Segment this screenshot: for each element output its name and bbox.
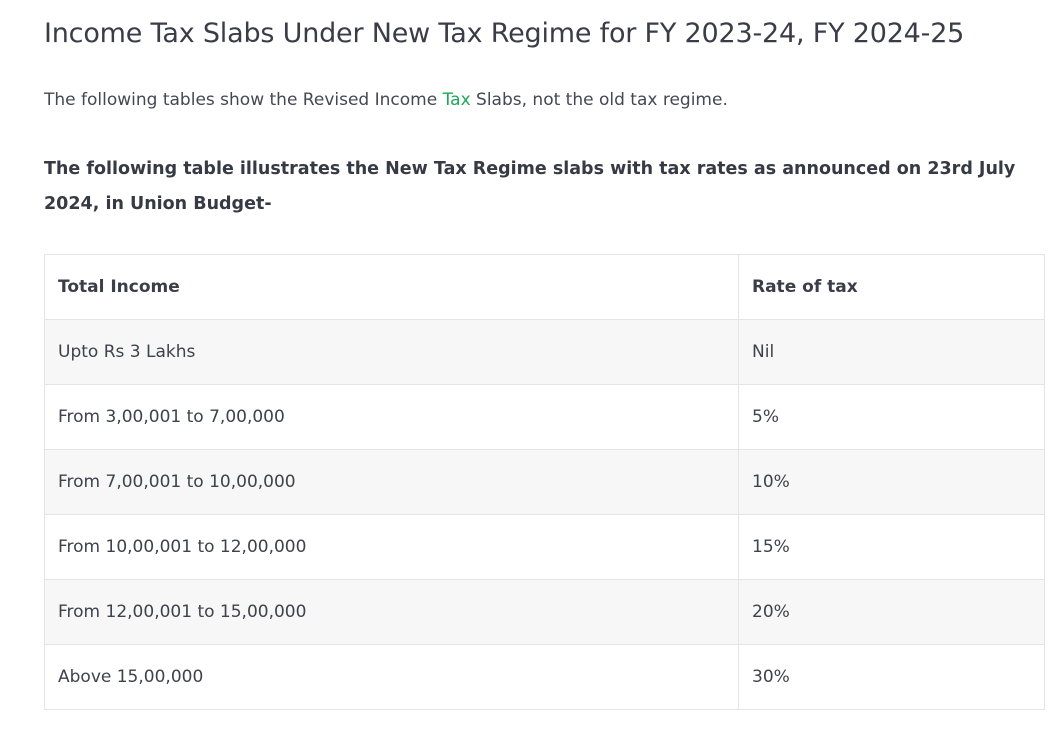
- income-cell: From 10,00,001 to 12,00,000: [44, 514, 739, 580]
- tax-slab-table: Total Income Rate of tax Upto Rs 3 Lakhs…: [44, 254, 1045, 710]
- header-rate-of-tax: Rate of tax: [738, 254, 1045, 320]
- rate-cell: 10%: [738, 449, 1045, 515]
- intro-paragraph: The following tables show the Revised In…: [44, 90, 728, 110]
- rate-cell: 5%: [738, 384, 1045, 450]
- table-header-row: Total Income Rate of tax: [44, 254, 1045, 320]
- table-row: From 7,00,001 to 10,00,000 10%: [44, 449, 1045, 515]
- income-cell: From 7,00,001 to 10,00,000: [44, 449, 739, 515]
- intro-text-after: Slabs, not the old tax regime.: [470, 90, 728, 110]
- income-cell: From 3,00,001 to 7,00,000: [44, 384, 739, 450]
- table-row: Upto Rs 3 Lakhs Nil: [44, 319, 1045, 385]
- rate-cell: 20%: [738, 579, 1045, 645]
- table-row: From 10,00,001 to 12,00,000 15%: [44, 514, 1045, 580]
- table-row: From 3,00,001 to 7,00,000 5%: [44, 384, 1045, 450]
- rate-cell: 15%: [738, 514, 1045, 580]
- page-title: Income Tax Slabs Under New Tax Regime fo…: [44, 18, 965, 49]
- tax-link[interactable]: Tax: [442, 90, 471, 110]
- table-row: Above 15,00,000 30%: [44, 644, 1045, 710]
- rate-cell: 30%: [738, 644, 1045, 710]
- income-cell: Above 15,00,000: [44, 644, 739, 710]
- header-total-income: Total Income: [44, 254, 739, 320]
- income-cell: Upto Rs 3 Lakhs: [44, 319, 739, 385]
- intro-text-before: The following tables show the Revised In…: [44, 90, 443, 110]
- table-row: From 12,00,001 to 15,00,000 20%: [44, 579, 1045, 645]
- rate-cell: Nil: [738, 319, 1045, 385]
- income-cell: From 12,00,001 to 15,00,000: [44, 579, 739, 645]
- table-description: The following table illustrates the New …: [44, 159, 1016, 214]
